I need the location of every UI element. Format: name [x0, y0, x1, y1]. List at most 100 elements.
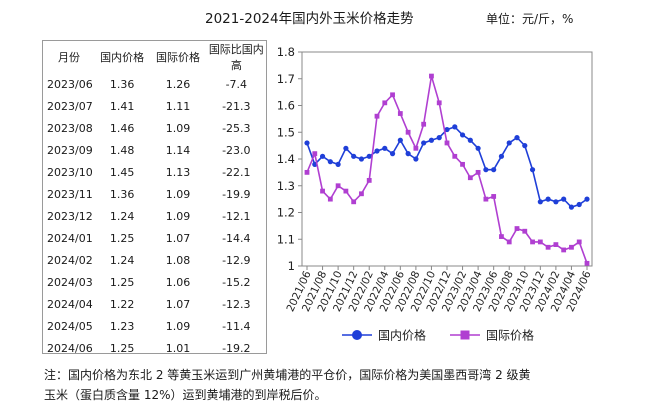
- cell-difference: -11.4: [222, 319, 251, 333]
- legend-label-domestic: 国内价格: [378, 328, 426, 343]
- point-international: [499, 234, 504, 239]
- point-domestic: [514, 135, 520, 141]
- point-domestic: [553, 199, 559, 205]
- cell-difference: -22.1: [222, 165, 251, 179]
- point-international: [475, 169, 481, 175]
- cell-international-price: 1.07: [165, 297, 191, 311]
- point-domestic: [405, 151, 411, 157]
- point-domestic: [537, 199, 543, 205]
- point-domestic: [397, 137, 403, 143]
- cell-month: 2024/05: [47, 319, 93, 333]
- point-domestic: [483, 167, 489, 173]
- chart-title: 2021-2024年国内外玉米价格走势: [205, 11, 414, 27]
- point-international: [351, 199, 357, 205]
- point-international: [460, 161, 465, 167]
- point-international: [366, 178, 372, 183]
- point-international: [561, 247, 567, 253]
- cell-month: 2023/07: [47, 99, 93, 113]
- point-domestic: [351, 153, 357, 159]
- y-tick-label: 1.6: [277, 99, 295, 113]
- cell-difference: -7.4: [225, 77, 248, 91]
- cell-month: 2023/06: [47, 77, 93, 91]
- point-international: [444, 140, 450, 146]
- point-international: [304, 169, 310, 175]
- cell-domestic-price: 1.25: [109, 341, 135, 355]
- point-domestic: [343, 145, 349, 151]
- cell-international-price: 1.07: [165, 231, 191, 245]
- header-difference: 国际比国内高: [208, 43, 264, 72]
- cell-international-price: 1.09: [165, 319, 191, 333]
- point-domestic: [459, 132, 466, 138]
- cell-domestic-price: 1.36: [109, 187, 135, 201]
- cell-international-price: 1.01: [165, 341, 191, 355]
- point-domestic: [452, 124, 458, 130]
- cell-difference: -12.1: [222, 209, 251, 223]
- legend-marker-domestic: [352, 330, 362, 340]
- legend-label-international: 国际价格: [486, 328, 534, 343]
- y-tick-label: 1.7: [277, 72, 295, 86]
- cell-difference: -15.2: [222, 275, 251, 289]
- table-row: 2023/10 1.45 1.13 -22.1: [43, 161, 266, 183]
- table-row: 2023/11 1.36 1.09 -19.9: [43, 183, 266, 205]
- point-international: [569, 244, 574, 250]
- cell-international-price: 1.09: [165, 187, 191, 201]
- header-domestic-price: 国内价格: [100, 51, 145, 64]
- point-domestic: [475, 145, 481, 151]
- cell-international-price: 1.14: [165, 143, 191, 157]
- point-international: [374, 113, 380, 119]
- cell-international-price: 1.09: [165, 209, 191, 223]
- y-tick-label: 1.1: [277, 232, 295, 246]
- point-domestic: [491, 167, 497, 173]
- cell-domestic-price: 1.45: [109, 165, 135, 179]
- table-row: 2024/04 1.22 1.07 -12.3: [43, 293, 266, 315]
- cell-difference: -12.9: [222, 253, 251, 267]
- cell-international-price: 1.11: [165, 99, 191, 113]
- point-domestic: [304, 140, 310, 146]
- point-international: [452, 153, 458, 159]
- table-row: 2024/01 1.25 1.07 -14.4: [43, 227, 266, 249]
- point-international: [390, 92, 395, 98]
- point-international: [530, 239, 535, 245]
- point-international: [312, 151, 318, 157]
- cell-difference: -21.3: [222, 99, 251, 113]
- cell-month: 2023/10: [47, 165, 93, 179]
- point-domestic: [529, 167, 536, 173]
- footnote-line-2: 玉米（蛋白质含量 12%）运到黄埔港的到岸税后价。: [44, 388, 327, 402]
- cell-month: 2023/09: [47, 143, 93, 157]
- cell-domestic-price: 1.48: [109, 143, 135, 157]
- point-international: [320, 188, 325, 194]
- table-row: 2023/08 1.46 1.09 -25.3: [43, 117, 266, 139]
- price-line-chart: 11.11.21.31.41.51.61.71.82021/062021/082…: [277, 45, 594, 343]
- cell-difference: -19.2: [222, 341, 251, 355]
- point-international: [429, 73, 434, 79]
- cell-domestic-price: 1.23: [109, 319, 135, 333]
- cell-month: 2023/12: [47, 209, 93, 223]
- point-domestic: [358, 156, 365, 162]
- cell-difference: -19.9: [222, 187, 251, 201]
- point-international: [537, 239, 543, 245]
- point-international: [545, 244, 551, 250]
- cell-international-price: 1.09: [165, 121, 191, 135]
- cell-difference: -14.4: [222, 231, 251, 245]
- point-domestic: [319, 153, 326, 159]
- point-international: [491, 194, 497, 199]
- point-international: [436, 100, 442, 106]
- point-domestic: [576, 201, 582, 208]
- y-tick-label: 1.5: [277, 125, 295, 139]
- point-domestic: [498, 153, 505, 159]
- header-international-price: 国际价格: [155, 51, 200, 64]
- point-international: [576, 239, 582, 245]
- point-international: [335, 183, 341, 189]
- y-tick-label: 1.3: [277, 179, 295, 193]
- point-domestic: [428, 137, 435, 143]
- point-international: [327, 196, 333, 202]
- y-tick-label: 1.4: [277, 152, 295, 166]
- unit-label: 单位：元/斤，%: [486, 12, 574, 26]
- cell-domestic-price: 1.36: [109, 77, 135, 91]
- cell-domestic-price: 1.41: [109, 99, 135, 113]
- point-international: [514, 226, 520, 231]
- point-domestic: [467, 137, 473, 143]
- footnote-line-1: 注：国内价格为东北 2 等黄玉米运到广州黄埔港的平仓价，国际价格为美国墨西哥湾 …: [44, 368, 531, 382]
- cell-month: 2024/02: [47, 253, 93, 267]
- price-table: 月份 国内价格 国际价格 国际比国内高 2023/06 1.36 1.26 -7.4 2…: [42, 40, 267, 355]
